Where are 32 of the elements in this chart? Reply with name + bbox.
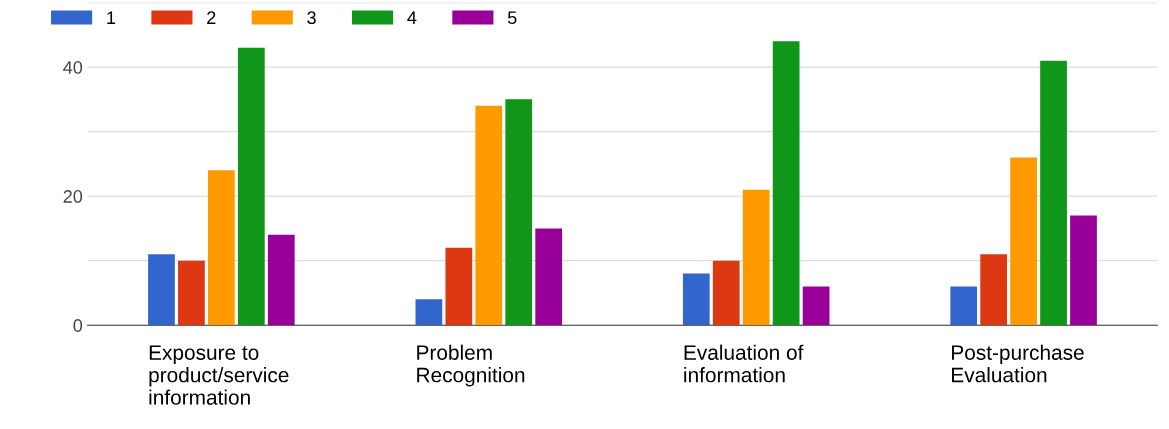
bar — [742, 189, 770, 326]
bar — [148, 254, 175, 326]
x-tick-label: Problem Recognition — [417, 344, 525, 387]
bar — [980, 254, 1008, 326]
bar — [950, 286, 978, 326]
bar — [682, 273, 710, 326]
bar — [1070, 215, 1097, 326]
legend-label: 4 — [407, 11, 417, 24]
bar — [1040, 60, 1067, 326]
bar — [178, 260, 205, 326]
legend-label: 1 — [107, 11, 116, 24]
bar — [208, 170, 235, 326]
bar — [267, 234, 295, 326]
bar — [475, 105, 503, 326]
x-tick-label: Post-purchase Evaluation — [952, 344, 1084, 383]
bar — [802, 286, 830, 326]
legend-label: 5 — [507, 11, 517, 25]
y-tick-label: 0 — [73, 319, 83, 332]
y-tick-label: 20 — [63, 190, 83, 203]
legend-label: 2 — [207, 11, 216, 24]
bar — [535, 228, 563, 326]
bar — [415, 299, 443, 326]
legend-label: 3 — [307, 11, 316, 25]
bar — [237, 47, 265, 326]
x-tick-label: Exposure to product/service information — [149, 345, 289, 405]
bar — [1010, 157, 1037, 326]
bar — [445, 247, 473, 326]
bar — [772, 41, 800, 326]
bar — [505, 99, 533, 326]
y-tick-label: 40 — [63, 61, 83, 74]
x-tick-label: Evaluation of information — [684, 344, 804, 383]
bar — [712, 260, 740, 326]
